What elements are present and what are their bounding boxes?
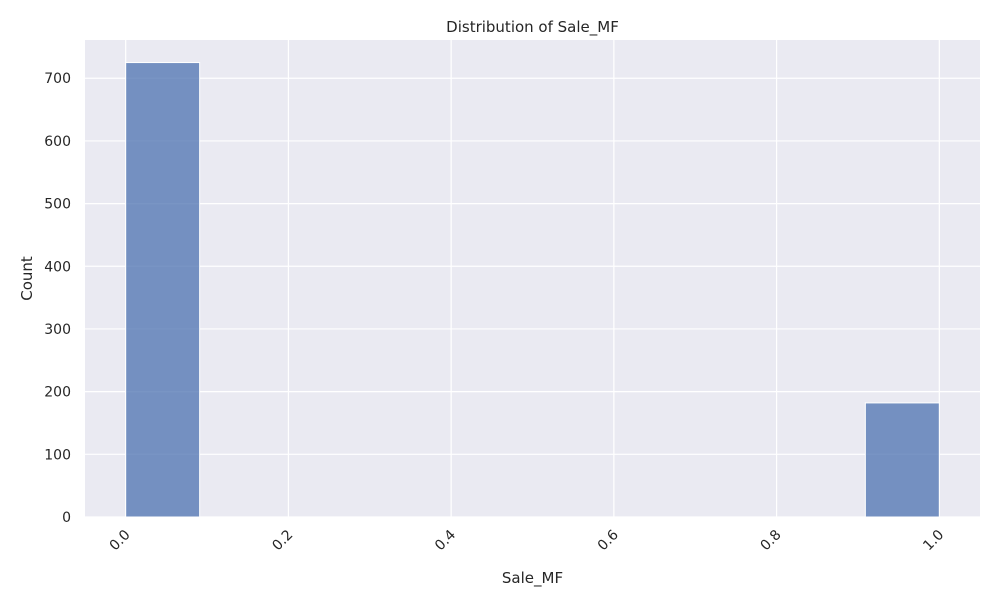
grid-lines [85, 40, 980, 518]
x-tick-label: 1.0 [920, 527, 947, 554]
y-axis-label: Count [18, 256, 36, 301]
chart-title: Distribution of Sale_MF [446, 18, 619, 37]
histogram-bar [125, 62, 201, 518]
x-tick-label: 0.6 [595, 527, 622, 554]
x-tick-label: 0.8 [758, 527, 785, 554]
x-tick-label: 0.0 [107, 527, 134, 554]
y-axis-ticks: 0 100 200 300 400 500 600 700 [44, 71, 71, 526]
histogram-bars [125, 62, 940, 518]
y-tick-label: 700 [44, 71, 71, 87]
plot-background [85, 40, 980, 517]
y-tick-label: 0 [62, 510, 71, 526]
histogram-bar [864, 402, 940, 518]
y-tick-label: 100 [44, 447, 71, 463]
x-axis-ticks: 0.0 0.2 0.4 0.6 0.8 1.0 [107, 527, 948, 554]
y-tick-label: 400 [44, 259, 71, 275]
y-tick-label: 300 [44, 322, 71, 338]
x-tick-label: 0.4 [432, 527, 459, 554]
y-tick-label: 200 [44, 385, 71, 401]
x-tick-label: 0.2 [269, 527, 296, 554]
x-axis-label: Sale_MF [502, 569, 563, 588]
y-tick-label: 500 [44, 197, 71, 213]
y-tick-label: 600 [44, 134, 71, 150]
